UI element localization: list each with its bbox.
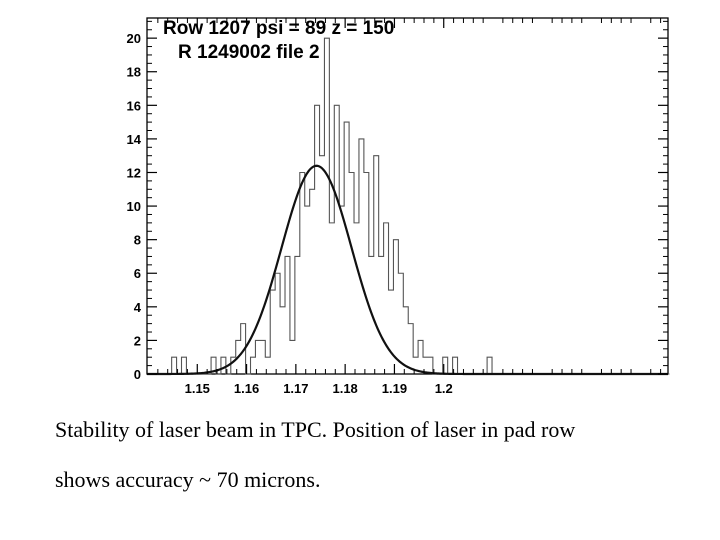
y-tick-label: 2	[134, 333, 141, 348]
x-tick-label: 1.2	[435, 381, 453, 396]
y-tick-label: 16	[127, 98, 141, 113]
y-tick-label: 6	[134, 266, 141, 281]
y-tick-label: 18	[127, 65, 141, 80]
y-tick-label: 0	[134, 367, 141, 382]
x-tick-label: 1.19	[382, 381, 407, 396]
stats-box-line-1: Row 1207 psi = 89 z = 150	[163, 18, 395, 39]
y-tick-label: 8	[134, 233, 141, 248]
y-tick-label: 12	[127, 165, 141, 180]
y-tick-label: 20	[127, 31, 141, 46]
stats-box-line-2: R 1249002 file 2	[178, 42, 320, 63]
x-tick-label: 1.15	[185, 381, 210, 396]
x-tick-label: 1.17	[283, 381, 308, 396]
gaussian-fit-curve	[147, 164, 668, 376]
caption-line-2: shows accuracy ~ 70 microns.	[55, 467, 321, 492]
x-tick-label: 1.16	[234, 381, 259, 396]
y-tick-label: 4	[134, 300, 142, 315]
y-tick-label: 10	[127, 199, 141, 214]
caption-line-1: Stability of laser beam in TPC. Position…	[55, 417, 576, 442]
histogram-outline	[147, 37, 670, 375]
y-tick-label: 14	[127, 132, 142, 147]
x-tick-label: 1.18	[332, 381, 357, 396]
plot-frame	[146, 17, 669, 375]
